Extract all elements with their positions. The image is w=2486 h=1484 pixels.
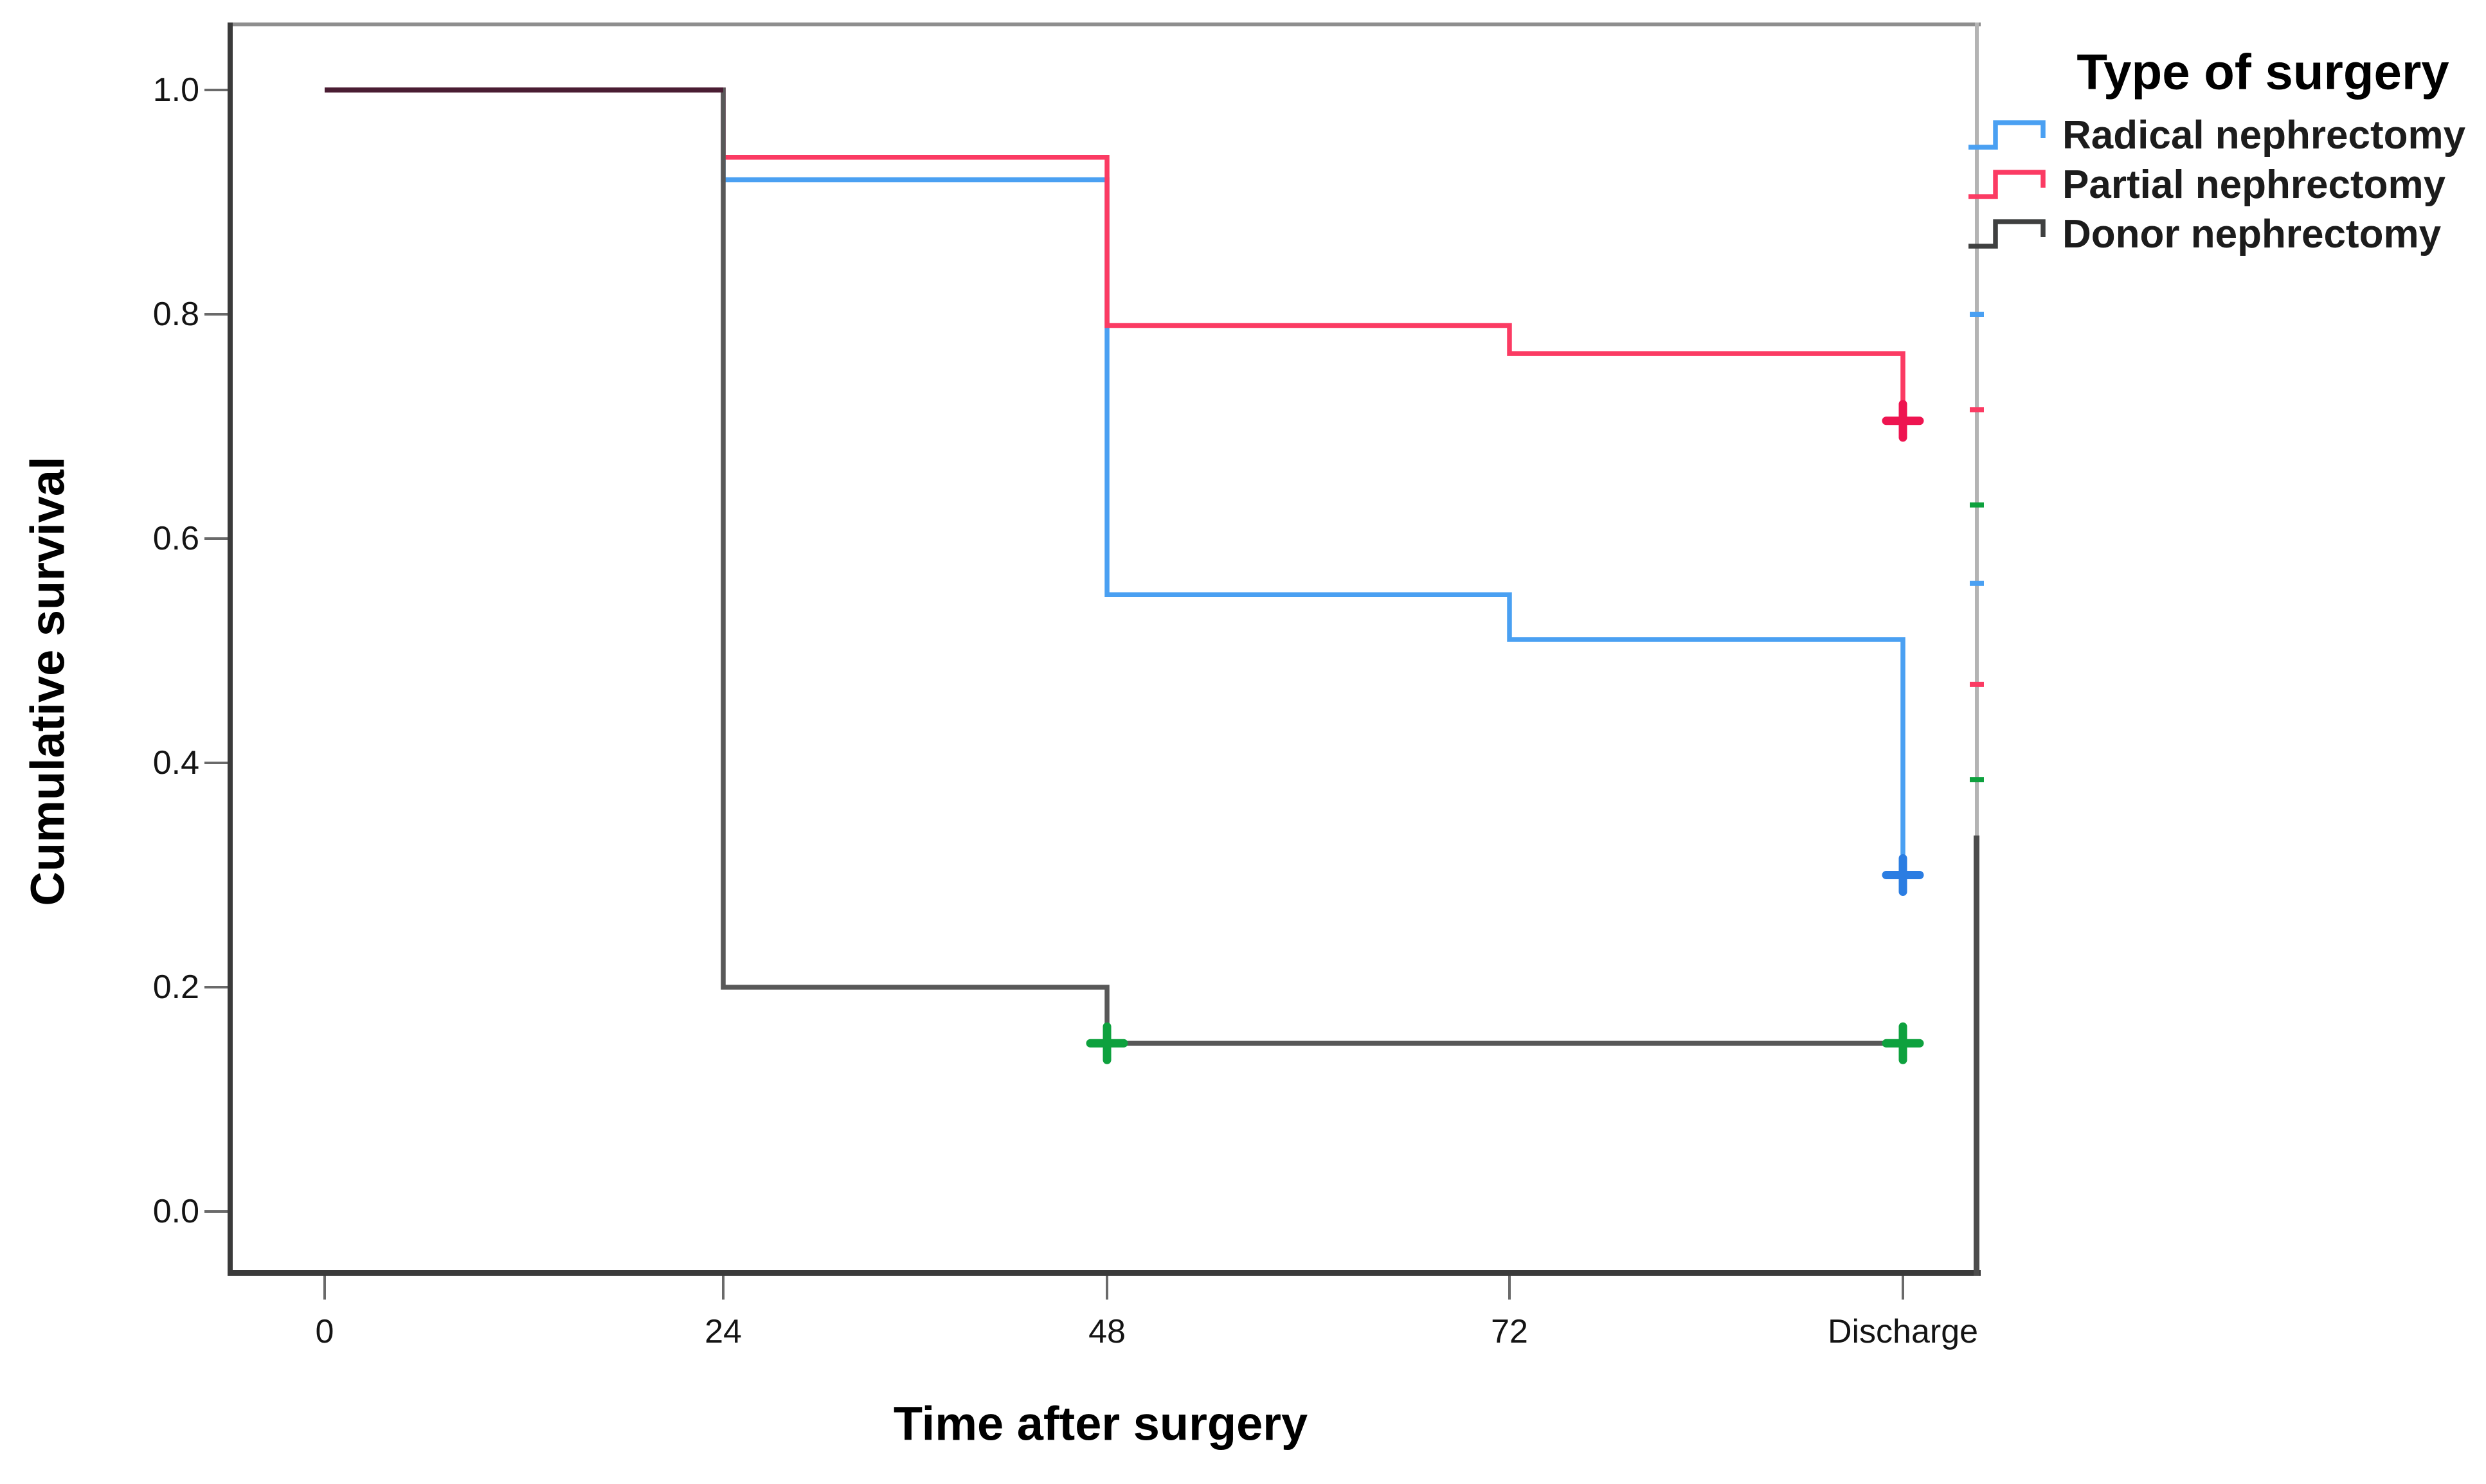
legend-entry-donor-nephrectomy: Donor nephrectomy bbox=[1968, 210, 2465, 259]
legend-key-step-icon bbox=[1968, 219, 2046, 249]
plot-border-right-lower bbox=[1974, 836, 1979, 1276]
x-tick-label: 48 bbox=[1088, 1313, 1126, 1350]
y-tick-label: 0.8 bbox=[152, 296, 199, 333]
x-tick-label: Discharge bbox=[1827, 1313, 1979, 1350]
legend-entry-label: Radical nephrectomy bbox=[2062, 113, 2466, 157]
legend-entry-label: Donor nephrectomy bbox=[2062, 212, 2442, 256]
legend-entry-label: Partial nephrectomy bbox=[2062, 163, 2446, 207]
x-tick-label: 72 bbox=[1491, 1313, 1528, 1350]
censor-mark-radical-nephrectomy bbox=[1882, 854, 1924, 896]
plot-border-right-upper bbox=[1975, 22, 1979, 836]
plot-border-left bbox=[228, 22, 233, 1276]
y-tick-label: 0.4 bbox=[152, 744, 199, 782]
legend-key-step-icon bbox=[1968, 120, 2046, 150]
plot-border-top bbox=[228, 22, 1981, 26]
legend-rows: Radical nephrectomy Partial nephrectomy Do… bbox=[1968, 111, 2465, 259]
x-tick-label: 0 bbox=[315, 1313, 334, 1350]
legend-title: Type of surgery bbox=[2076, 43, 2449, 100]
survival-curve-partial-nephrectomy bbox=[325, 87, 1905, 421]
censor-mark-donor-nephrectomy bbox=[1882, 1022, 1924, 1064]
y-tick-label: 0.2 bbox=[152, 969, 199, 1006]
x-tick-label: 24 bbox=[705, 1313, 742, 1350]
survival-curve-radical-nephrectomy bbox=[325, 87, 1905, 875]
survival-curve-donor-nephrectomy bbox=[325, 87, 1903, 1046]
censor-mark-donor-nephrectomy bbox=[1086, 1022, 1128, 1064]
legend-key-step-icon bbox=[1968, 169, 2046, 199]
censor-mark-partial-nephrectomy bbox=[1882, 400, 1924, 442]
legend-entry-partial-nephrectomy: Partial nephrectomy bbox=[1968, 160, 2465, 210]
y-tick-label: 1.0 bbox=[152, 71, 199, 109]
legend-entry-radical-nephrectomy: Radical nephrectomy bbox=[1968, 111, 2465, 160]
y-tick-label: 0.0 bbox=[152, 1193, 199, 1230]
plot-border-bottom bbox=[228, 1270, 1981, 1276]
x-axis-title: Time after surgery bbox=[893, 1397, 1308, 1451]
y-tick-label: 0.6 bbox=[152, 520, 199, 557]
y-axis-title: Cumulative survival bbox=[21, 456, 75, 906]
